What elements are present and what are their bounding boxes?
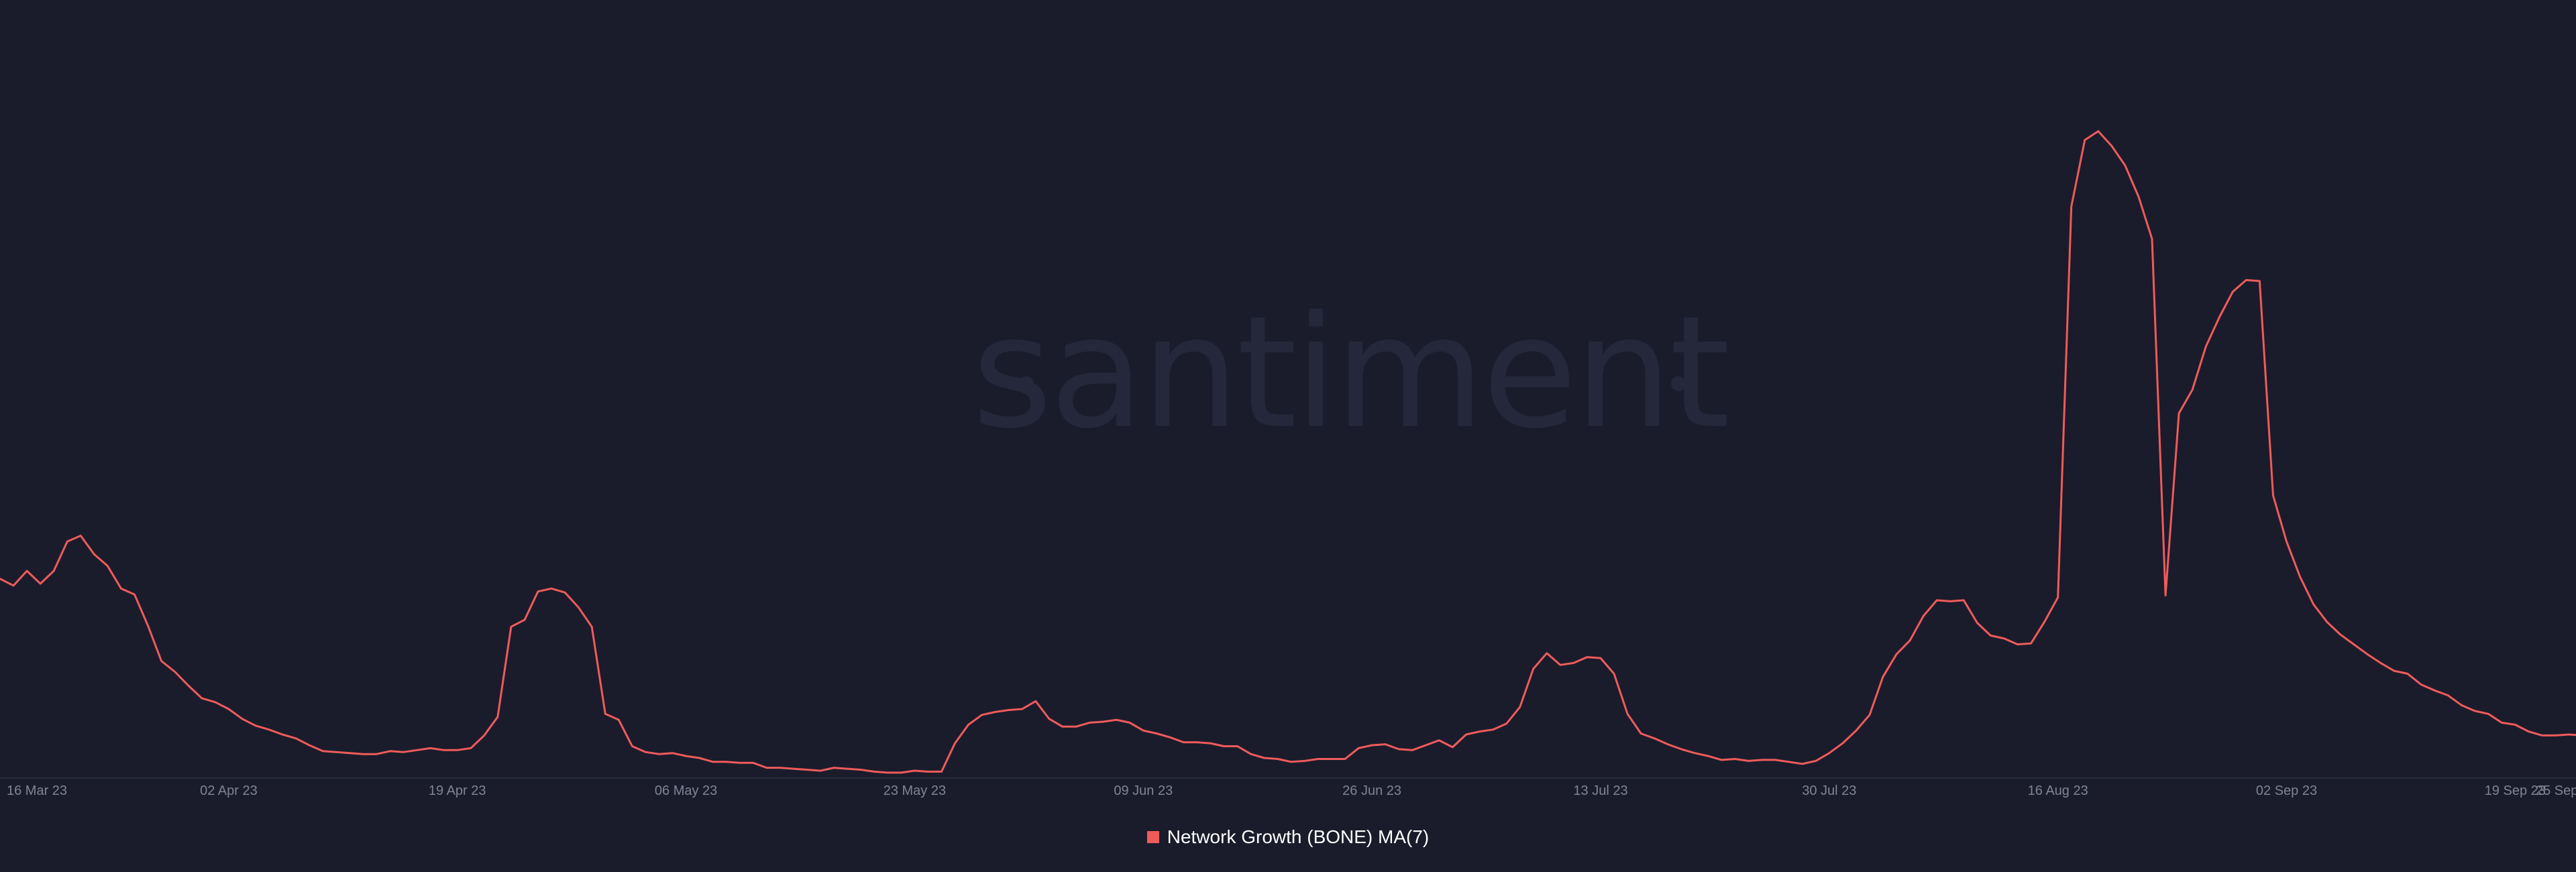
x-tick-label: 16 Mar 23 <box>7 783 67 798</box>
legend-label: Network Growth (BONE) MA(7) <box>1167 826 1430 847</box>
watermark-text: santiment <box>972 284 1727 463</box>
legend[interactable]: Network Growth (BONE) MA(7) <box>0 826 2576 848</box>
x-tick-label: 13 Jul 23 <box>1573 783 1627 798</box>
x-tick-label: 02 Sep 23 <box>2256 783 2317 798</box>
watermark: santiment <box>972 284 1730 463</box>
series-line-0 <box>0 130 2576 774</box>
legend-swatch <box>1146 831 1159 843</box>
x-tick-label: 06 May 23 <box>655 783 717 798</box>
series-layer <box>0 130 2576 774</box>
x-tick-label: 19 Apr 23 <box>429 783 486 798</box>
x-tick-label: 19 Sep 23 <box>2485 783 2546 798</box>
x-tick-label: 25 Sep <box>2536 783 2576 798</box>
x-tick-label: 23 May 23 <box>883 783 946 798</box>
x-tick-label: 02 Apr 23 <box>200 783 258 798</box>
watermark-dot-right <box>1671 376 1686 391</box>
watermark-dot-left <box>1019 376 1034 391</box>
x-tick-label: 16 Aug 23 <box>2028 783 2088 798</box>
x-axis-ticks: 16 Mar 23 02 Apr 23 19 Apr 23 06 May 23 23 M… <box>7 783 2576 798</box>
x-tick-label: 30 Jul 23 <box>1802 783 1856 798</box>
x-tick-label: 09 Jun 23 <box>1114 783 1173 798</box>
x-tick-label: 26 Jun 23 <box>1342 783 1401 798</box>
